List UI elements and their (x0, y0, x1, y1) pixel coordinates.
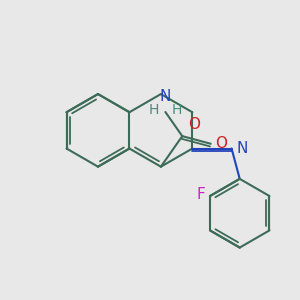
Text: H: H (171, 103, 182, 117)
Text: F: F (196, 187, 205, 202)
Text: O: O (188, 117, 200, 132)
Text: N: N (160, 89, 171, 104)
Text: N: N (236, 141, 248, 156)
Text: H: H (149, 103, 160, 117)
Text: O: O (216, 136, 228, 151)
